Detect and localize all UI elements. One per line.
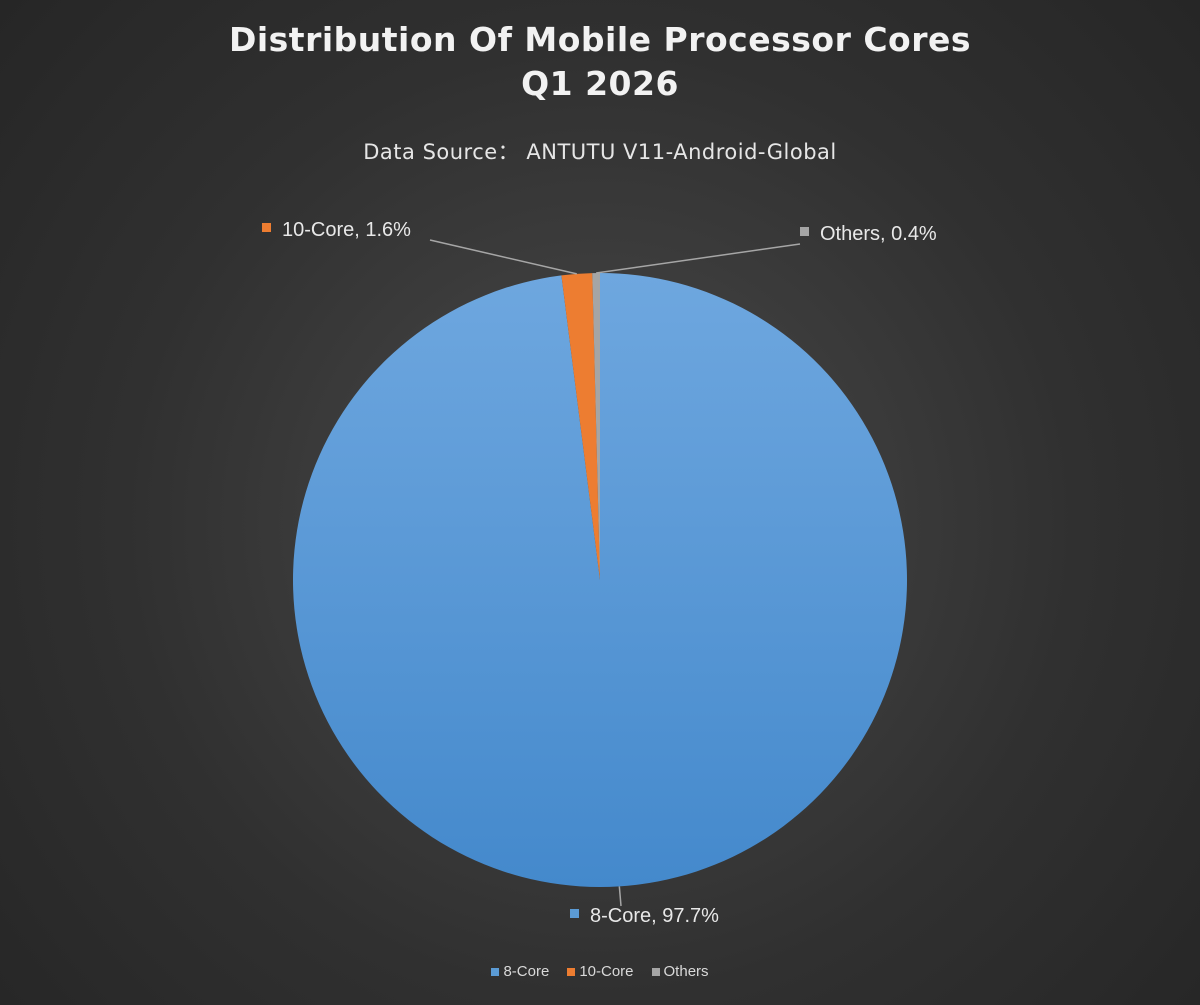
legend-label-8-core: 8-Core [503,963,550,980]
chart-legend: 8-Core 10-Core Others [0,963,1200,980]
chart-subtitle: Data Source： ANTUTU V11-Android-Global [363,140,837,164]
data-labels: 8-Core, 97.7% 10-Core, 1.6% Others, 0.4% [262,219,937,927]
legend-item-10-core: 10-Core [567,963,634,980]
data-label-others: Others, 0.4% [820,223,937,245]
legend-item-8-core: 8-Core [491,963,549,980]
legend-item-others: Others [651,963,709,980]
legend-swatch-others [651,967,660,976]
pie-slices [293,273,908,887]
pie-slice-8-core [293,273,908,887]
chart-title: Distribution Of Mobile Processor Cores Q… [0,18,1200,106]
pie-slice-others [592,273,600,580]
legend-swatch-10-core [567,967,576,976]
leader-line-8-core [618,886,622,907]
leader-line-others [596,243,801,274]
legend-label-10-core: 10-Core [579,963,634,980]
legend-swatch-8-core [491,967,500,976]
pie-slice-10-core [561,273,600,580]
data-label-swatch-8-core [570,909,579,918]
data-label-8-core: 8-Core, 97.7% [590,905,719,927]
chart-title-line-1: Distribution Of Mobile Processor Cores [228,20,972,59]
data-label-swatch-10-core [262,223,271,232]
data-label-10-core: 10-Core, 1.6% [282,219,411,241]
leader-line-10-core [429,239,577,275]
data-label-swatch-others [800,227,809,236]
legend-label-others: Others [663,963,709,980]
leader-lines [429,239,801,907]
chart-title-line-2: Q1 2026 [521,64,679,103]
